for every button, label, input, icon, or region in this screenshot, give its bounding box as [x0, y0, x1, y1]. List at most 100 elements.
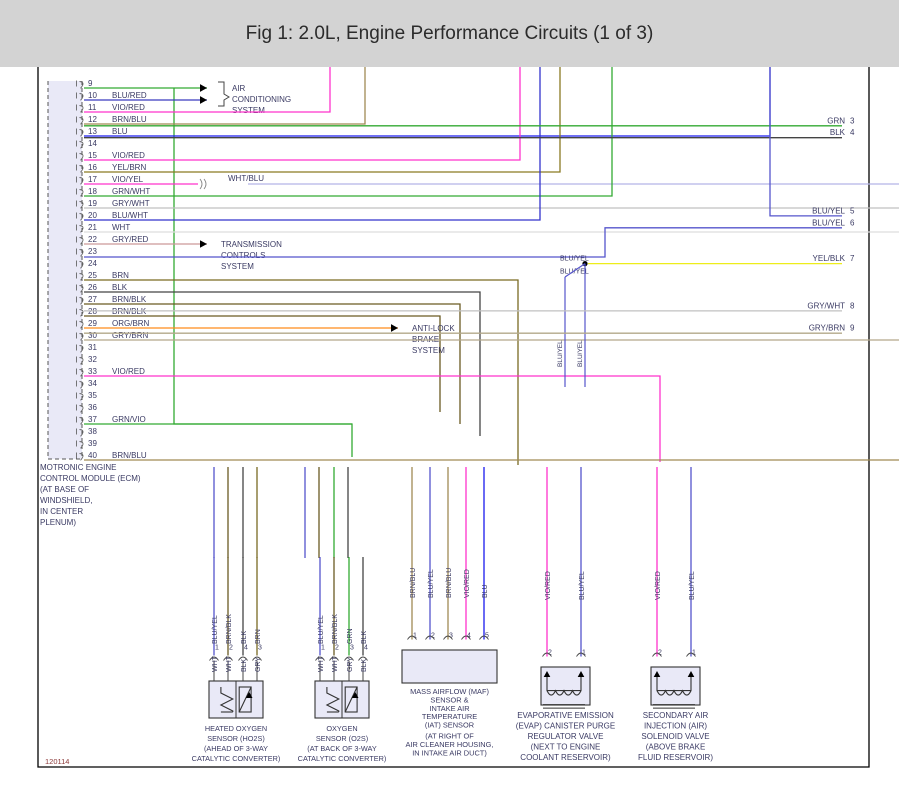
svg-text:39: 39 — [88, 439, 97, 448]
svg-text:BLU/YEL: BLU/YEL — [318, 615, 325, 644]
svg-text:BRN/BLK: BRN/BLK — [226, 614, 233, 644]
svg-text:SENSOR (HO2S): SENSOR (HO2S) — [207, 734, 265, 743]
svg-text:30: 30 — [88, 331, 97, 340]
svg-text:9: 9 — [850, 324, 855, 333]
svg-text:VIO/RED: VIO/RED — [112, 367, 145, 376]
svg-text:GRY/WHT: GRY/WHT — [807, 301, 845, 310]
svg-text:35: 35 — [88, 391, 97, 400]
svg-text:GRN: GRN — [827, 116, 845, 125]
svg-text:7: 7 — [850, 254, 855, 263]
svg-text:BLU/YEL: BLU/YEL — [577, 340, 584, 367]
svg-text:120114: 120114 — [45, 757, 69, 766]
svg-text:5: 5 — [850, 206, 855, 215]
svg-text:BRN/BLU: BRN/BLU — [410, 568, 417, 598]
svg-text:2: 2 — [229, 645, 233, 652]
svg-text:15: 15 — [88, 151, 97, 160]
svg-text:37: 37 — [88, 415, 97, 424]
svg-text:YEL/BRN: YEL/BRN — [112, 163, 146, 172]
svg-text:26: 26 — [88, 283, 97, 292]
svg-text:3: 3 — [850, 116, 855, 125]
svg-text:SYSTEM: SYSTEM — [232, 106, 265, 115]
svg-text:22: 22 — [88, 235, 97, 244]
svg-text:(EVAP) CANISTER PURGE: (EVAP) CANISTER PURGE — [516, 722, 615, 731]
svg-text:FLUID RESERVOIR): FLUID RESERVOIR) — [638, 753, 713, 762]
svg-text:BRN: BRN — [112, 271, 129, 280]
svg-text:1: 1 — [321, 645, 325, 652]
svg-text:14: 14 — [88, 139, 97, 148]
svg-text:4: 4 — [244, 645, 248, 652]
svg-text:(IAT) SENSOR: (IAT) SENSOR — [425, 721, 474, 730]
svg-text:19: 19 — [88, 199, 97, 208]
svg-text:GRN/VIO: GRN/VIO — [112, 415, 146, 424]
svg-text:GRY/BRN: GRY/BRN — [112, 331, 149, 340]
svg-text:BLU/YEL: BLU/YEL — [428, 569, 435, 598]
svg-text:BRN/BLU: BRN/BLU — [112, 451, 147, 460]
svg-text:27: 27 — [88, 295, 97, 304]
svg-text:BLU/RED: BLU/RED — [112, 91, 147, 100]
svg-text:VIO/RED: VIO/RED — [655, 571, 662, 600]
svg-text:WHT: WHT — [318, 655, 325, 672]
svg-text:CATALYTIC CONVERTER): CATALYTIC CONVERTER) — [298, 754, 387, 763]
svg-text:CONTROL MODULE (ECM): CONTROL MODULE (ECM) — [40, 474, 141, 483]
svg-text:3: 3 — [258, 645, 262, 652]
svg-text:12: 12 — [88, 115, 97, 124]
svg-text:COOLANT RESERVOIR): COOLANT RESERVOIR) — [520, 753, 611, 762]
svg-text:SENSOR (O2S): SENSOR (O2S) — [316, 734, 368, 743]
svg-text:4: 4 — [364, 645, 368, 652]
svg-text:20: 20 — [88, 211, 97, 220]
svg-text:(AHEAD OF 3-WAY: (AHEAD OF 3-WAY — [204, 744, 268, 753]
svg-text:INJECTION (AIR): INJECTION (AIR) — [644, 722, 707, 731]
svg-text:31: 31 — [88, 343, 97, 352]
svg-text:GRY: GRY — [347, 657, 354, 672]
svg-text:29: 29 — [88, 319, 97, 328]
svg-text:WHT: WHT — [226, 655, 233, 672]
svg-text:GRN/WHT: GRN/WHT — [112, 187, 150, 196]
svg-text:9: 9 — [88, 79, 93, 88]
svg-text:SOLENOID VALVE: SOLENOID VALVE — [641, 732, 709, 741]
svg-text:VIO/RED: VIO/RED — [545, 571, 552, 600]
svg-text:YEL/BLK: YEL/BLK — [813, 254, 846, 263]
svg-text:40: 40 — [88, 451, 97, 460]
svg-text:CATALYTIC CONVERTER): CATALYTIC CONVERTER) — [192, 754, 281, 763]
svg-text:WINDSHIELD,: WINDSHIELD, — [40, 496, 92, 505]
svg-text:IN INTAKE AIR DUCT): IN INTAKE AIR DUCT) — [412, 748, 487, 757]
svg-text:TRANSMISSION: TRANSMISSION — [221, 240, 282, 249]
svg-text:1: 1 — [215, 645, 219, 652]
svg-text:34: 34 — [88, 379, 97, 388]
svg-text:11: 11 — [88, 103, 97, 112]
svg-text:MOTRONIC ENGINE: MOTRONIC ENGINE — [40, 463, 116, 472]
svg-text:16: 16 — [88, 163, 97, 172]
svg-text:38: 38 — [88, 427, 97, 436]
svg-text:25: 25 — [88, 271, 97, 280]
svg-text:BRN/BLK: BRN/BLK — [332, 614, 339, 644]
svg-text:36: 36 — [88, 403, 97, 412]
svg-text:GRN: GRN — [347, 628, 354, 644]
svg-text:3: 3 — [350, 645, 354, 652]
svg-text:EVAPORATIVE EMISSION: EVAPORATIVE EMISSION — [517, 711, 614, 720]
svg-text:AIR: AIR — [232, 84, 246, 93]
svg-text:BLU: BLU — [482, 584, 489, 598]
svg-text:VIO/RED: VIO/RED — [112, 151, 145, 160]
svg-text:BLU/WHT: BLU/WHT — [112, 211, 148, 220]
svg-text:GRY/RED: GRY/RED — [112, 235, 149, 244]
svg-text:BLU/YEL: BLU/YEL — [212, 615, 219, 644]
svg-text:6: 6 — [850, 218, 855, 227]
svg-text:WHT/BLU: WHT/BLU — [228, 174, 264, 183]
svg-text:REGULATOR VALVE: REGULATOR VALVE — [528, 732, 604, 741]
svg-text:OXYGEN: OXYGEN — [326, 724, 357, 733]
svg-text:BLK: BLK — [361, 658, 368, 672]
svg-text:SECONDARY AIR: SECONDARY AIR — [643, 711, 709, 720]
svg-text:BRN: BRN — [255, 629, 262, 644]
svg-text:VIO/RED: VIO/RED — [464, 569, 471, 598]
svg-text:17: 17 — [88, 175, 97, 184]
svg-text:BLU/YEL: BLU/YEL — [557, 340, 564, 367]
svg-text:(ABOVE BRAKE: (ABOVE BRAKE — [646, 743, 706, 752]
svg-text:(AT BACK OF 3-WAY: (AT BACK OF 3-WAY — [307, 744, 377, 753]
svg-text:8: 8 — [850, 301, 855, 310]
svg-text:GRY/BRN: GRY/BRN — [809, 324, 846, 333]
svg-text:WHT: WHT — [212, 655, 219, 672]
svg-text:WHT: WHT — [112, 223, 130, 232]
svg-text:BRN/BLK: BRN/BLK — [112, 295, 147, 304]
svg-text:21: 21 — [88, 223, 97, 232]
svg-text:BLU: BLU — [112, 127, 128, 136]
